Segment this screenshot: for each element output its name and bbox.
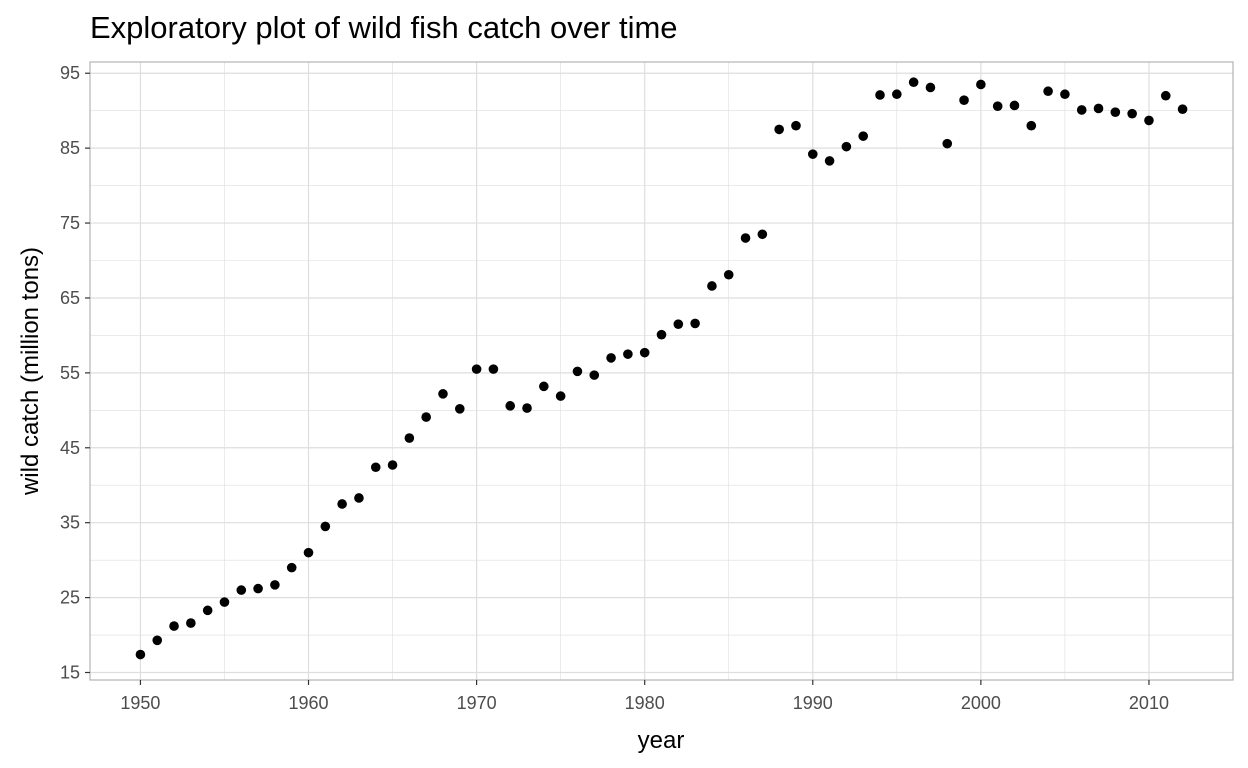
data-point	[723, 269, 734, 280]
data-point	[186, 618, 196, 628]
data-point	[572, 366, 583, 377]
data-point	[1043, 86, 1053, 97]
y-tick-label: 35	[60, 513, 80, 533]
data-point	[892, 89, 902, 100]
data-point	[522, 403, 532, 413]
y-tick-label: 75	[60, 213, 80, 233]
x-tick-label: 1950	[120, 693, 160, 713]
panel-border	[89, 61, 1234, 681]
data-point	[169, 621, 179, 631]
data-point	[539, 381, 549, 392]
data-point	[219, 597, 230, 607]
data-point	[623, 349, 633, 359]
data-point	[925, 82, 936, 93]
data-point	[1093, 103, 1104, 114]
data-point	[774, 124, 784, 135]
data-point	[1160, 90, 1171, 101]
data-point	[1177, 104, 1188, 114]
y-axis-title: wild catch (million tons)	[17, 247, 44, 496]
data-point	[707, 281, 717, 291]
data-point	[438, 389, 448, 399]
x-tick-label: 2000	[961, 693, 1001, 713]
data-point	[959, 95, 969, 106]
data-point	[236, 585, 247, 595]
x-axis-ticks: 1950 1960 1970 1980 1990 2000 2010	[120, 680, 1169, 713]
data-point	[286, 562, 297, 573]
data-points	[135, 77, 1188, 660]
x-tick-label: 1960	[288, 693, 328, 713]
data-point	[757, 229, 768, 240]
data-point	[303, 547, 314, 558]
y-tick-label: 45	[60, 438, 80, 458]
x-axis-title: year	[638, 727, 685, 754]
data-point	[673, 319, 684, 329]
data-point	[942, 138, 953, 149]
data-point	[135, 649, 146, 660]
data-point	[858, 131, 869, 141]
data-point	[421, 412, 431, 422]
data-point	[690, 318, 700, 329]
data-point	[404, 433, 415, 443]
data-point	[320, 521, 331, 532]
data-point	[488, 364, 499, 374]
data-point	[370, 462, 381, 473]
data-point	[1026, 120, 1037, 131]
data-point	[807, 149, 818, 159]
x-tick-label: 2010	[1129, 693, 1169, 713]
y-axis-ticks: 15 25 35 45 55 65 75 85 95	[60, 63, 90, 683]
data-point	[1110, 107, 1121, 117]
y-tick-label: 65	[60, 288, 80, 308]
data-point	[270, 580, 280, 590]
y-tick-label: 85	[60, 138, 80, 158]
chart-title: Exploratory plot of wild fish catch over…	[90, 10, 678, 45]
y-tick-label: 55	[60, 363, 80, 383]
data-point	[1144, 115, 1154, 126]
data-point	[387, 460, 398, 470]
data-point	[471, 364, 482, 374]
data-point	[1127, 108, 1137, 119]
data-point	[1060, 89, 1070, 100]
data-point	[841, 141, 852, 152]
x-tick-label: 1980	[625, 693, 665, 713]
data-point	[152, 635, 163, 646]
data-point	[992, 101, 1003, 111]
x-tick-label: 1970	[457, 693, 497, 713]
data-point	[656, 329, 667, 340]
data-point	[337, 499, 347, 509]
data-point	[875, 90, 885, 100]
data-point	[740, 233, 751, 243]
data-point	[976, 79, 986, 90]
data-point	[824, 156, 835, 166]
data-point	[639, 347, 650, 358]
x-tick-label: 1990	[793, 693, 833, 713]
data-point	[606, 353, 616, 363]
data-point	[1076, 105, 1087, 115]
data-point	[589, 370, 600, 380]
y-tick-label: 25	[60, 588, 80, 608]
data-point	[555, 391, 566, 401]
data-point	[505, 401, 516, 411]
data-point	[454, 404, 465, 414]
data-point	[791, 120, 801, 131]
data-point	[354, 493, 364, 503]
data-point	[1009, 100, 1020, 111]
data-point	[253, 583, 263, 594]
data-point	[202, 605, 213, 616]
y-tick-label: 95	[60, 63, 80, 83]
y-tick-label: 15	[60, 663, 80, 683]
data-point	[908, 77, 919, 88]
